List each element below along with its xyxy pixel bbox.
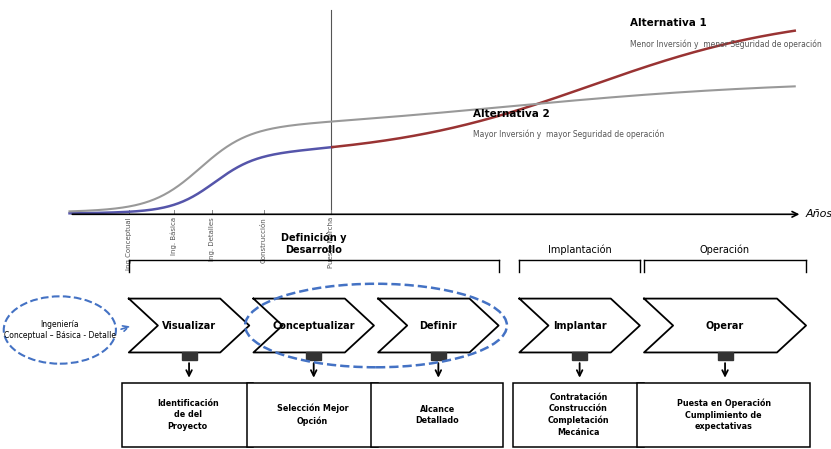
Text: Alternativa 2: Alternativa 2 (473, 109, 550, 119)
Bar (306, 352, 322, 360)
Text: Ingeniería
Conceptual – Básica - Detalle: Ingeniería Conceptual – Básica - Detalle (4, 320, 116, 340)
Text: Definición y
Desarrollo: Definición y Desarrollo (281, 233, 347, 255)
Bar (181, 352, 196, 360)
Text: Menor Inversión y  menor Seguridad de operación: Menor Inversión y menor Seguridad de ope… (630, 39, 822, 48)
Text: Puesta Marcha: Puesta Marcha (328, 217, 334, 268)
Polygon shape (644, 299, 806, 352)
Text: Implantación: Implantación (548, 244, 612, 255)
Text: Operación: Operación (700, 244, 750, 255)
Text: Conceptualizar: Conceptualizar (273, 321, 355, 330)
Polygon shape (129, 299, 249, 352)
Text: Selección Mejor
Opción: Selección Mejor Opción (277, 404, 348, 426)
Polygon shape (378, 299, 499, 352)
Text: Operar: Operar (706, 321, 745, 330)
Text: Ing. Básica: Ing. Básica (171, 217, 178, 255)
Text: Implantar: Implantar (553, 321, 607, 330)
Text: Construcción: Construcción (261, 217, 267, 263)
Polygon shape (253, 299, 374, 352)
FancyBboxPatch shape (637, 383, 810, 447)
Text: Alcance
Detallado: Alcance Detallado (416, 405, 459, 425)
Text: Puesta en Operación
Cumplimiento de
expectativas: Puesta en Operación Cumplimiento de expe… (676, 399, 771, 431)
Text: Mayor Inversión y  mayor Seguridad de operación: Mayor Inversión y mayor Seguridad de ope… (473, 129, 665, 139)
Text: Alternativa 1: Alternativa 1 (630, 18, 707, 28)
FancyBboxPatch shape (513, 383, 644, 447)
FancyBboxPatch shape (371, 383, 503, 447)
Text: Ing Conceptual: Ing Conceptual (126, 217, 132, 269)
Bar (430, 352, 445, 360)
Text: Visualizar: Visualizar (162, 321, 216, 330)
FancyBboxPatch shape (122, 383, 253, 447)
Polygon shape (519, 299, 640, 352)
Bar (572, 352, 587, 360)
Text: Contratación
Construcción
Completación
Mecánica: Contratación Construcción Completación M… (548, 393, 609, 437)
Text: Definir: Definir (420, 321, 457, 330)
Text: Ing. Detalles: Ing. Detalles (209, 217, 214, 260)
Text: Años: Años (806, 209, 831, 219)
FancyBboxPatch shape (247, 383, 378, 447)
Bar (718, 352, 733, 360)
Text: Identificación
de del
Proyecto: Identificación de del Proyecto (157, 399, 219, 431)
